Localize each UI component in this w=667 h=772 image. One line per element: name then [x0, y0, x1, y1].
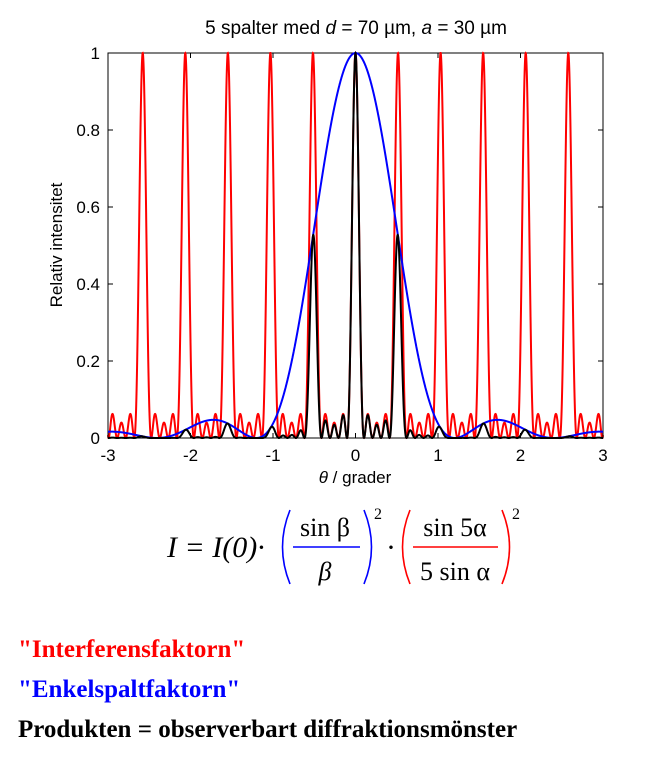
blue-exponent: 2 — [374, 506, 382, 523]
x-axis-label: θ / grader — [319, 468, 392, 487]
legend-interference: "Interferensfaktorn" — [18, 636, 246, 663]
intensity-formula: I = I(0)· sin β β 2 · sin 5α 5 sin α 2 — [166, 506, 520, 586]
x-tick-label: 2 — [516, 446, 525, 465]
red-denominator: 5 sin α — [420, 557, 490, 586]
x-tick-label: 1 — [433, 446, 442, 465]
x-tick-label: -1 — [265, 446, 280, 465]
x-tick-label: 0 — [351, 446, 360, 465]
red-exponent: 2 — [512, 506, 520, 523]
y-tick-label: 0 — [91, 429, 100, 448]
x-axis-ticks: -3 -2 -1 0 1 2 3 — [100, 53, 608, 465]
diffraction-chart: 5 spalter med d = 70 µm, a = 30 µm -3 -2-… — [47, 18, 608, 586]
formula-lhs: I = I(0)· — [166, 531, 265, 564]
x-tick-label: 3 — [598, 446, 607, 465]
red-left-paren — [401, 509, 411, 585]
blue-right-paren — [363, 509, 373, 585]
red-right-paren — [501, 509, 511, 585]
formula-dot: · — [386, 531, 396, 564]
y-axis-ticks: 0 0.2 0.4 0.6 0.8 1 — [76, 44, 603, 448]
legend-single-slit: "Enkelspaltfaktorn" — [18, 676, 241, 703]
y-tick-label: 0.6 — [76, 198, 100, 217]
red-numerator: sin 5α — [423, 513, 487, 542]
y-tick-label: 0.2 — [76, 352, 100, 371]
chart-title: 5 spalter med d = 70 µm, a = 30 µm — [205, 18, 507, 39]
legend-product: Produkten = observerbart diffraktionsmön… — [18, 716, 518, 743]
y-axis-label: Relativ intensitet — [47, 182, 66, 307]
blue-left-paren — [281, 509, 291, 585]
blue-numerator: sin β — [300, 513, 350, 542]
blue-denominator: β — [318, 557, 332, 586]
y-tick-label: 1 — [91, 44, 100, 63]
x-tick-label: -2 — [183, 446, 198, 465]
y-tick-label: 0.8 — [76, 121, 100, 140]
y-tick-label: 0.4 — [76, 275, 100, 294]
x-tick-label: -3 — [100, 446, 115, 465]
